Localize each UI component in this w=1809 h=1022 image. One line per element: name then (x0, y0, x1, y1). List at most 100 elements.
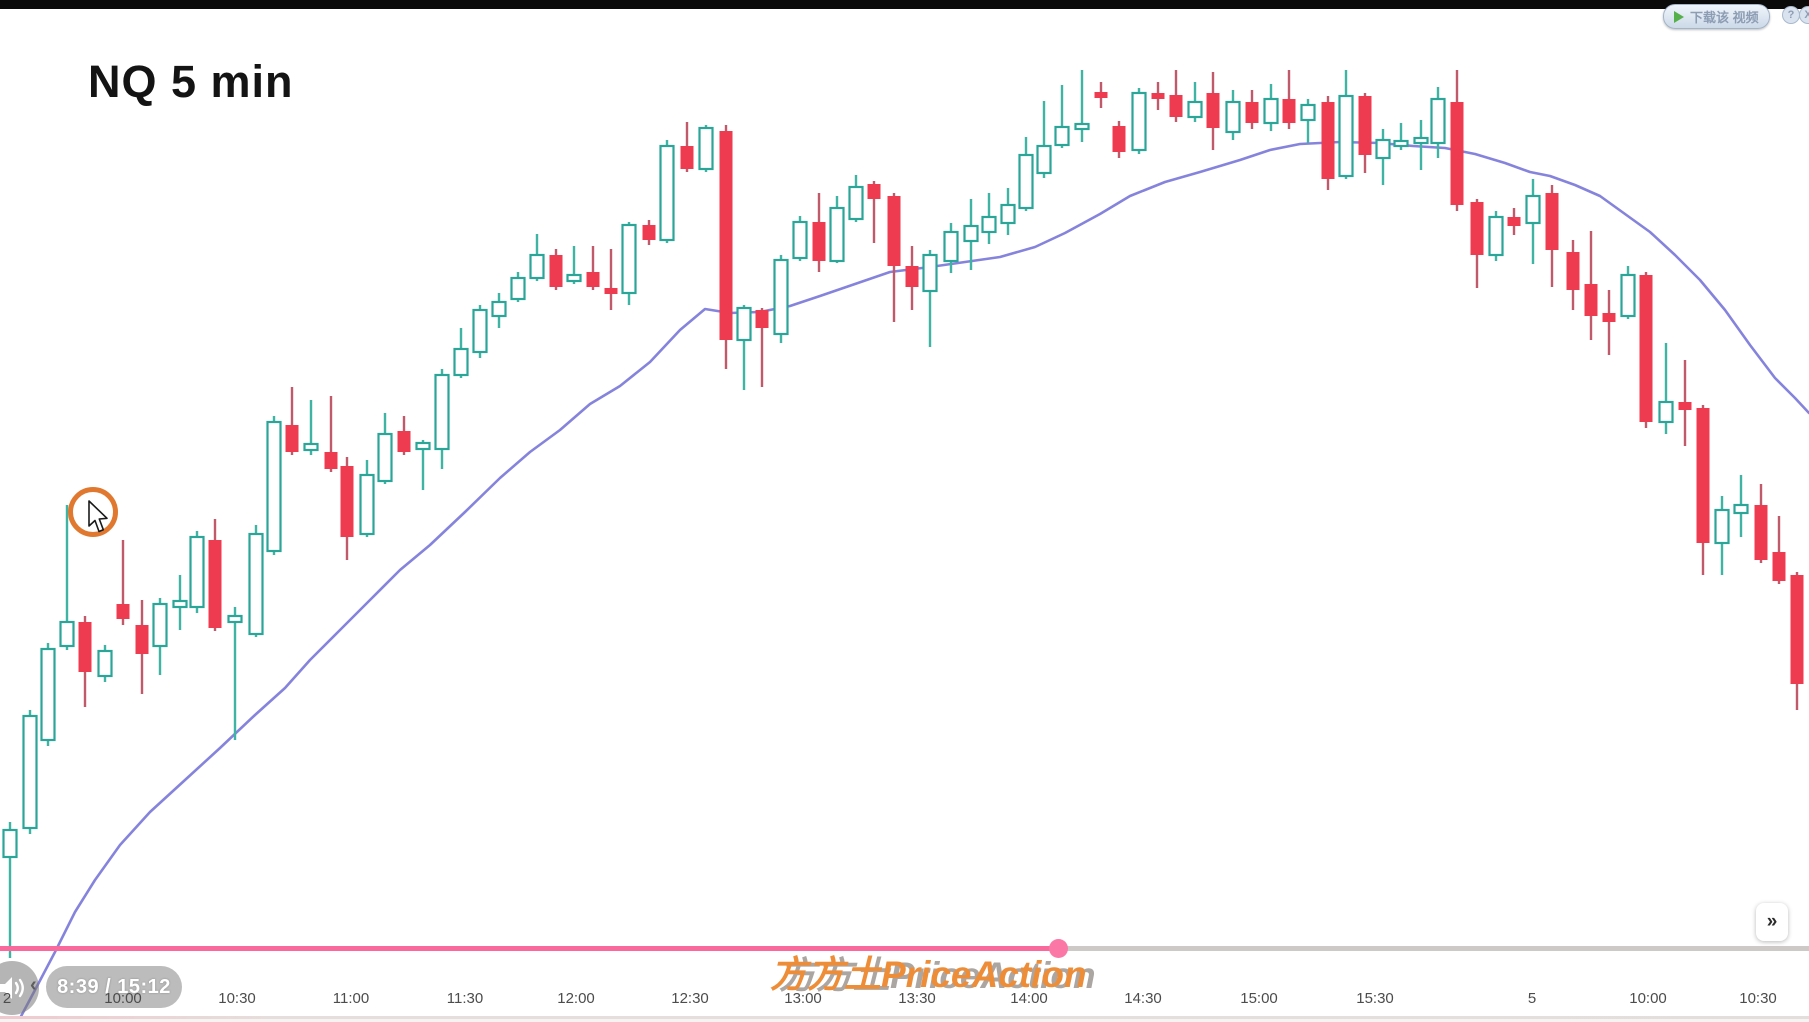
candle (1225, 90, 1241, 140)
mouse-cursor-icon (88, 500, 108, 533)
candle (792, 216, 808, 261)
video-progress-remaining[interactable] (1058, 946, 1809, 951)
candle (1430, 87, 1446, 158)
top-black-bar (0, 0, 1809, 9)
time-axis-label: 10:00 (104, 990, 142, 1007)
candle (1094, 82, 1108, 108)
candle (1488, 211, 1504, 261)
time-axis-label: 14:30 (1124, 990, 1162, 1007)
candle (1450, 70, 1464, 211)
time-axis-label: 12:00 (557, 990, 595, 1007)
candle (1338, 70, 1354, 179)
annotation-circle (68, 487, 118, 537)
candle (566, 246, 582, 284)
watermark-text: 方方土PriceAction (770, 954, 1087, 995)
candle (1074, 70, 1090, 142)
time-axis-label: 10:30 (218, 990, 256, 1007)
candle (1733, 475, 1749, 537)
candle (491, 293, 507, 328)
candle (2, 822, 18, 958)
time-axis-label: 11:30 (446, 990, 484, 1007)
video-progress-played[interactable] (0, 946, 1058, 951)
speaker-icon (0, 977, 24, 999)
candle (1358, 93, 1372, 173)
candle (829, 196, 845, 263)
candle (1584, 231, 1598, 340)
candle (549, 249, 563, 290)
time-axis-label: 11:00 (332, 990, 370, 1007)
candle (755, 308, 769, 387)
candle (1245, 90, 1259, 129)
candle (981, 193, 997, 244)
help-button[interactable]: ? (1782, 6, 1800, 24)
candle (285, 387, 299, 455)
candle (397, 416, 411, 455)
candle (1620, 266, 1636, 319)
skip-back-chevron[interactable]: ‹ (30, 974, 37, 996)
time-axis-label: 13:00 (784, 990, 822, 1007)
time-axis-label: 12:30 (671, 990, 709, 1007)
candle (1112, 121, 1126, 158)
candle (453, 328, 469, 378)
candle (1393, 123, 1409, 150)
candle (1790, 572, 1804, 710)
candle (642, 220, 656, 245)
time-axis-label: 2 (2, 990, 12, 1007)
candle (1206, 72, 1220, 150)
time-axis-label: 10:30 (1739, 990, 1777, 1007)
play-icon (1674, 10, 1684, 23)
candle (736, 305, 752, 390)
more-button[interactable]: » (1756, 903, 1788, 941)
candle (172, 575, 188, 630)
candle (1375, 129, 1391, 185)
candle (963, 199, 979, 270)
candle (97, 645, 113, 682)
time-display: 8:39 / 15:12 (46, 966, 182, 1008)
candle (1036, 101, 1052, 178)
candle (1545, 185, 1559, 287)
candle (1054, 85, 1070, 148)
candle (152, 598, 168, 675)
candle (359, 460, 375, 537)
volume-button[interactable] (0, 961, 39, 1015)
candle (773, 255, 789, 343)
candle (812, 193, 826, 272)
candle (1263, 84, 1279, 131)
candle (1187, 82, 1203, 122)
time-axis-label: 15:30 (1356, 990, 1394, 1007)
candle (340, 457, 354, 560)
candle (1470, 199, 1484, 288)
candle (1525, 179, 1541, 264)
candle (1300, 99, 1316, 143)
candle (1772, 516, 1786, 584)
candle (1413, 120, 1429, 170)
candle (510, 272, 526, 302)
candle (680, 122, 694, 172)
chart-title: NQ 5 min (88, 56, 294, 107)
candle (377, 413, 393, 484)
candle (586, 246, 600, 290)
candle (248, 525, 264, 637)
download-video-label: 下载该 视频 (1690, 10, 1759, 25)
progress-handle[interactable] (1049, 939, 1068, 958)
time-axis-label: 5 (1527, 990, 1537, 1007)
candle (472, 305, 488, 358)
candle (867, 181, 881, 243)
candle (1018, 137, 1034, 211)
candle (116, 540, 130, 625)
download-video-button[interactable]: 下载该 视频 (1663, 4, 1770, 29)
candle (1507, 208, 1521, 235)
candle (1658, 343, 1674, 434)
candle (1566, 240, 1580, 310)
candle (698, 125, 714, 172)
candle (1151, 82, 1165, 110)
candle (415, 440, 431, 490)
time-axis-label: 14:00 (1010, 990, 1048, 1007)
time-display-text: 8:39 / 15:12 (57, 975, 171, 998)
candle (659, 140, 675, 243)
bottom-divider (0, 1016, 1809, 1019)
candle (135, 600, 149, 694)
candle (324, 396, 338, 472)
candle (719, 125, 733, 369)
candle (887, 193, 901, 322)
